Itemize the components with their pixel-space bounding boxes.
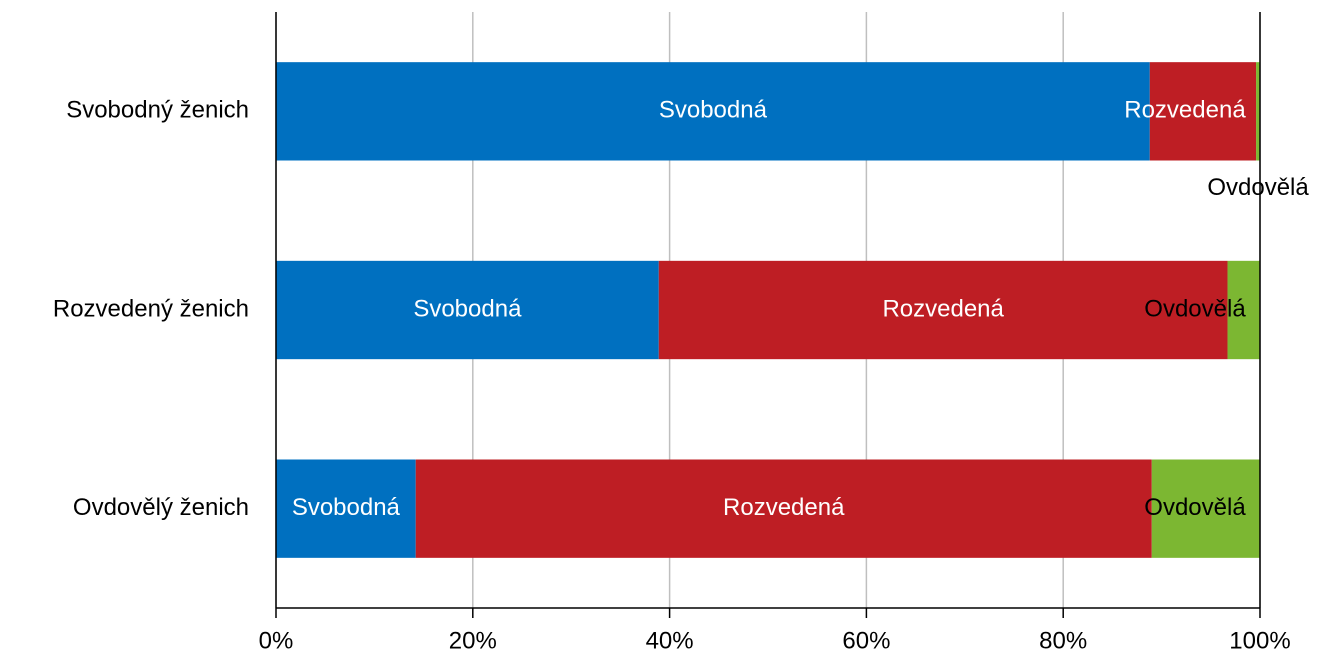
segment-label: Svobodná [413,295,522,322]
bar-segment [1149,62,1257,161]
segment-label: Ovdovělá [1207,174,1309,201]
bar-segment [1256,62,1260,161]
y-tick-label: Rozvedený ženich [53,295,249,322]
bar-segment [276,260,659,360]
segment-label: Rozvedená [1124,97,1246,124]
bar-segment [1151,459,1260,558]
segment-label: Ovdovělá [1144,494,1246,521]
x-tick-label: 40% [646,627,694,654]
bar-segment [1227,260,1260,360]
y-tick-label: Svobodný ženich [66,97,249,124]
segment-label: Ovdovělá [1144,295,1246,322]
segment-label: Rozvedená [882,295,1004,322]
bar-segment [276,459,416,558]
segment-label: Rozvedená [723,494,845,521]
bar-segment [276,62,1150,161]
y-tick-label: Ovdovělý ženich [73,494,249,521]
bar-segment [415,459,1152,558]
segment-label: Svobodná [292,494,401,521]
segment-label: Svobodná [659,97,768,124]
x-tick-label: 0% [259,627,294,654]
bar-segment [658,260,1228,360]
x-tick-label: 20% [449,627,497,654]
x-tick-label: 100% [1229,627,1290,654]
x-tick-label: 80% [1039,627,1087,654]
x-tick-label: 60% [842,627,890,654]
